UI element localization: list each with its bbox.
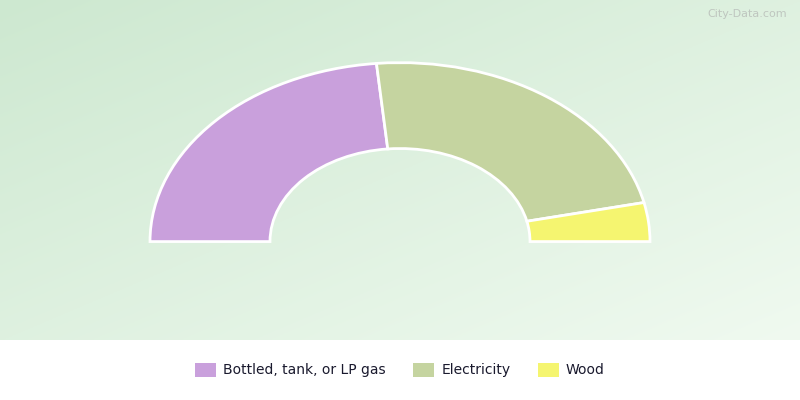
- Legend: Bottled, tank, or LP gas, Electricity, Wood: Bottled, tank, or LP gas, Electricity, W…: [190, 357, 610, 383]
- Wedge shape: [527, 202, 650, 242]
- Wedge shape: [377, 63, 644, 221]
- Wedge shape: [150, 64, 388, 242]
- Text: City-Data.com: City-Data.com: [708, 9, 787, 19]
